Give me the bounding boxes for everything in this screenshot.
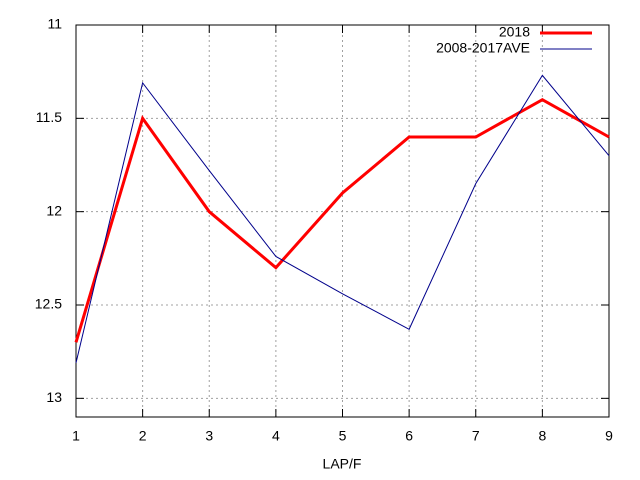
legend-label: 2018: [499, 24, 530, 40]
x-axis-label: LAP/F: [323, 456, 362, 472]
plot-frame: [75, 24, 610, 418]
x-tick-label: 5: [339, 428, 347, 444]
x-tick-label: 4: [272, 428, 280, 444]
legend-label: 2008-2017AVE: [436, 40, 530, 56]
y-tick-label: 13: [46, 389, 62, 405]
x-tick-label: 8: [538, 428, 546, 444]
y-tick-label: 12: [46, 202, 62, 218]
x-tick-label: 9: [605, 428, 613, 444]
x-tick-label: 1: [72, 428, 80, 444]
x-tick-label: 7: [472, 428, 480, 444]
x-tick-label: 2: [139, 428, 147, 444]
x-tick-label: 6: [405, 428, 413, 444]
y-tick-label: 12.5: [35, 296, 62, 312]
y-tick-label: 11.5: [36, 109, 62, 125]
y-tick-label: 11: [47, 16, 62, 32]
x-tick-label: 3: [205, 428, 213, 444]
series-line: [75, 74, 610, 363]
